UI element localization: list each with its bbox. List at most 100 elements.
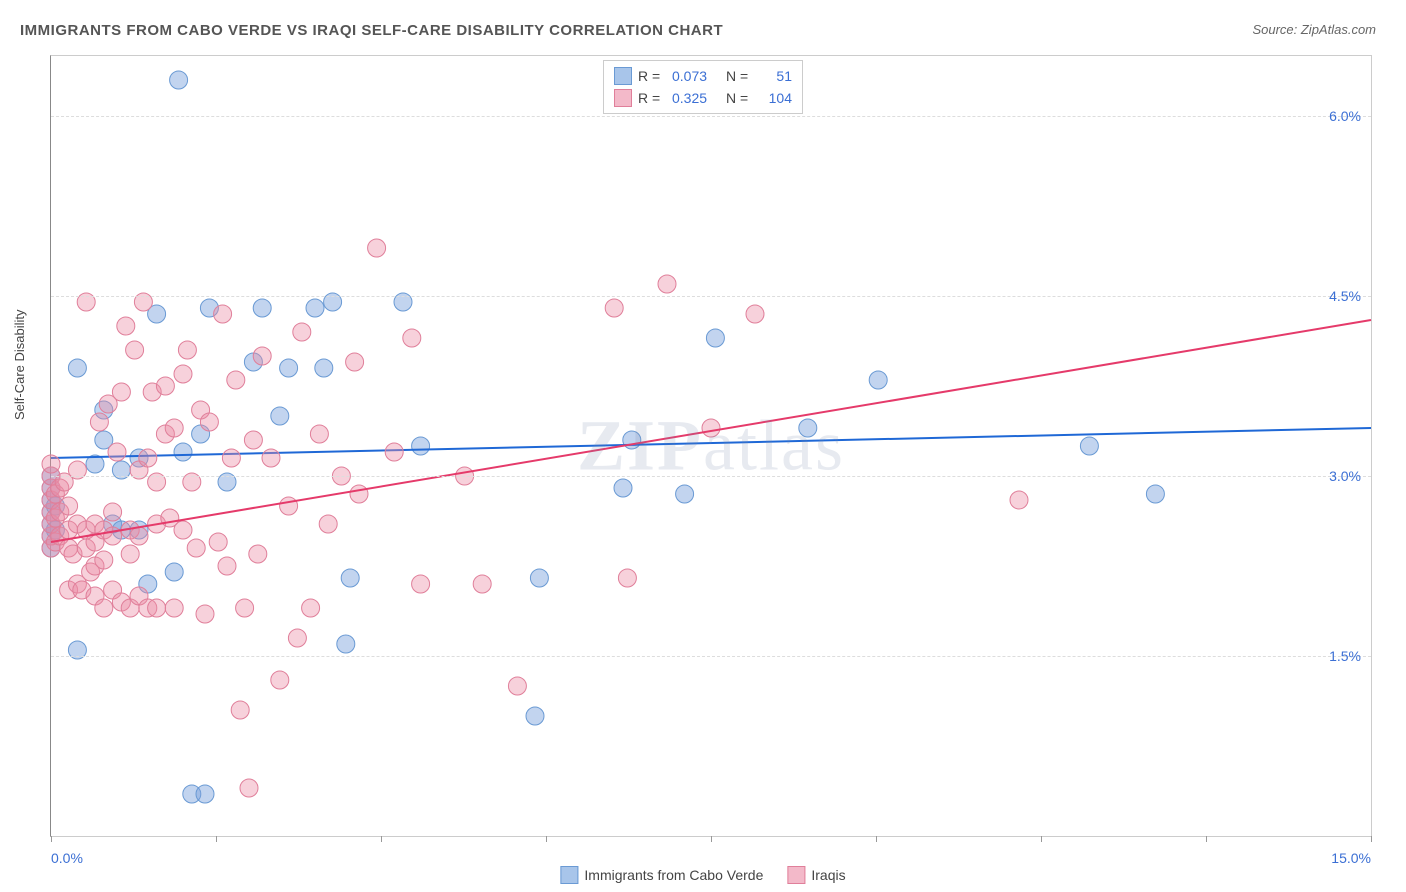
- data-point: [262, 449, 280, 467]
- data-point: [341, 569, 359, 587]
- stat-n-label: N =: [726, 68, 754, 84]
- data-point: [174, 443, 192, 461]
- data-point: [231, 701, 249, 719]
- data-point: [90, 413, 108, 431]
- data-point: [385, 443, 403, 461]
- data-point: [68, 359, 86, 377]
- data-point: [1010, 491, 1028, 509]
- stat-r-value: 0.325: [672, 90, 720, 106]
- data-point: [530, 569, 548, 587]
- data-point: [508, 677, 526, 695]
- data-point: [337, 635, 355, 653]
- plot-area: ZIPatlas 1.5%3.0%4.5%6.0%0.0%15.0%: [50, 55, 1372, 837]
- data-point: [702, 419, 720, 437]
- data-point: [104, 503, 122, 521]
- data-point: [253, 347, 271, 365]
- data-point: [618, 569, 636, 587]
- legend-swatch: [614, 67, 632, 85]
- data-point: [95, 551, 113, 569]
- gridline: [51, 116, 1371, 117]
- gridline: [51, 476, 1371, 477]
- data-point: [112, 383, 130, 401]
- data-point: [236, 599, 254, 617]
- y-axis-label: Self-Care Disability: [12, 309, 27, 420]
- stat-n-value: 104: [760, 90, 792, 106]
- data-point: [280, 497, 298, 515]
- x-tick-mark: [546, 836, 547, 842]
- data-point: [473, 575, 491, 593]
- data-point: [117, 317, 135, 335]
- legend-series-label: Iraqis: [811, 867, 845, 883]
- data-point: [280, 359, 298, 377]
- data-point: [315, 359, 333, 377]
- trend-line: [51, 320, 1371, 542]
- source-label: Source: ZipAtlas.com: [1252, 22, 1376, 37]
- data-point: [306, 299, 324, 317]
- data-point: [165, 563, 183, 581]
- data-point: [350, 485, 368, 503]
- data-point: [249, 545, 267, 563]
- y-tick-label: 1.5%: [1329, 648, 1361, 664]
- data-point: [222, 449, 240, 467]
- data-point: [130, 527, 148, 545]
- data-point: [60, 497, 78, 515]
- data-point: [165, 599, 183, 617]
- stat-n-value: 51: [760, 68, 792, 84]
- y-tick-label: 4.5%: [1329, 288, 1361, 304]
- data-point: [271, 407, 289, 425]
- legend-series-item: Iraqis: [787, 866, 845, 884]
- data-point: [746, 305, 764, 323]
- data-point: [156, 377, 174, 395]
- data-point: [170, 71, 188, 89]
- data-point: [412, 575, 430, 593]
- data-point: [293, 323, 311, 341]
- data-point: [302, 599, 320, 617]
- legend-series: Immigrants from Cabo Verde Iraqis: [560, 866, 845, 884]
- x-tick-mark: [711, 836, 712, 842]
- chart-title: IMMIGRANTS FROM CABO VERDE VS IRAQI SELF…: [20, 22, 723, 39]
- legend-swatch: [787, 866, 805, 884]
- data-point: [214, 305, 232, 323]
- data-point: [174, 365, 192, 383]
- data-point: [209, 533, 227, 551]
- gridline: [51, 656, 1371, 657]
- data-point: [288, 629, 306, 647]
- data-point: [240, 779, 258, 797]
- data-point: [42, 455, 60, 473]
- data-point: [148, 599, 166, 617]
- x-max-label: 15.0%: [1331, 850, 1371, 866]
- y-tick-label: 3.0%: [1329, 468, 1361, 484]
- x-tick-mark: [1371, 836, 1372, 842]
- data-point: [706, 329, 724, 347]
- x-tick-mark: [381, 836, 382, 842]
- data-point: [139, 449, 157, 467]
- data-point: [227, 371, 245, 389]
- data-point: [1146, 485, 1164, 503]
- data-point: [799, 419, 817, 437]
- gridline: [51, 296, 1371, 297]
- data-point: [658, 275, 676, 293]
- data-point: [196, 785, 214, 803]
- x-tick-mark: [216, 836, 217, 842]
- legend-stat-row: R = 0.325 N = 104: [614, 87, 792, 109]
- data-point: [108, 443, 126, 461]
- data-point: [174, 521, 192, 539]
- data-point: [200, 413, 218, 431]
- legend-swatch: [614, 89, 632, 107]
- stat-n-label: N =: [726, 90, 754, 106]
- data-point: [253, 299, 271, 317]
- data-point: [187, 539, 205, 557]
- stat-r-label: R =: [638, 90, 666, 106]
- data-point: [178, 341, 196, 359]
- x-min-label: 0.0%: [51, 850, 83, 866]
- legend-swatch: [560, 866, 578, 884]
- legend-stats: R = 0.073 N = 51 R = 0.325 N = 104: [603, 60, 803, 114]
- data-point: [526, 707, 544, 725]
- data-point: [412, 437, 430, 455]
- data-point: [869, 371, 887, 389]
- data-point: [676, 485, 694, 503]
- x-tick-mark: [1206, 836, 1207, 842]
- data-point: [271, 671, 289, 689]
- data-point: [165, 419, 183, 437]
- data-point: [196, 605, 214, 623]
